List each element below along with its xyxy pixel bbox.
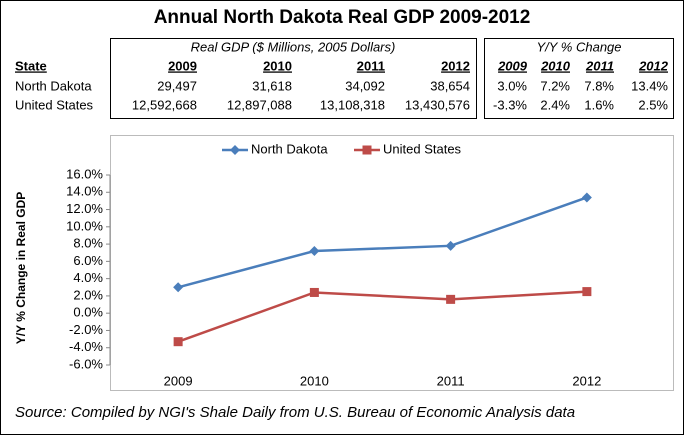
table-header: 2011 (357, 58, 385, 73)
y-tick-label: -4.0% (69, 339, 103, 354)
table-cell: 38,654 (430, 78, 470, 93)
table-header: 2009 (168, 58, 197, 73)
point (309, 246, 320, 256)
y-axis-label: Y/Y % Change in Real GDP (14, 192, 28, 344)
point (173, 282, 184, 293)
source: Source: Compiled by NGI's Shale Daily fr… (15, 404, 575, 421)
y-tick-label: 8.0% (73, 236, 103, 251)
table-cell: 2.4% (540, 97, 570, 112)
table-cell: 2.5% (638, 97, 668, 112)
table-cell: United States (15, 97, 94, 112)
point (446, 294, 456, 304)
table-cell: 12,897,088 (227, 97, 292, 112)
x-tick-label: 2012 (572, 373, 601, 388)
table-cell: 13,108,318 (320, 97, 385, 112)
table-cell: 13.4% (631, 78, 668, 93)
table-header: 2010 (540, 58, 571, 73)
table-cell: 7.2% (540, 78, 570, 93)
table-cell: North Dakota (15, 78, 92, 93)
table-cell: 1.6% (584, 97, 614, 112)
point (581, 192, 592, 203)
table-cell: 31,618 (252, 78, 292, 93)
point (309, 287, 319, 297)
y-tick-label: 2.0% (73, 287, 103, 302)
title: Annual North Dakota Real GDP 2009-2012 (154, 7, 531, 28)
legend-label: North Dakota (251, 141, 328, 156)
y-tick-label: 6.0% (73, 253, 103, 268)
table-group: Y/Y % Change (536, 39, 621, 54)
y-tick-label: 14.0% (66, 184, 103, 199)
point (445, 240, 456, 251)
table-box (110, 38, 477, 119)
y-tick-label: 4.0% (73, 270, 103, 285)
y-tick-label: 0.0% (73, 305, 103, 320)
table-cell: 3.0% (497, 78, 527, 93)
table-cell: 13,430,576 (405, 97, 470, 112)
table-cell: -3.3% (493, 97, 527, 112)
y-tick-label: 10.0% (66, 218, 103, 233)
table-box (484, 38, 674, 119)
y-tick-label: 12.0% (66, 201, 103, 216)
y-tick-label: 16.0% (66, 166, 103, 181)
table-cell: 34,092 (345, 78, 385, 93)
table-header: 2010 (263, 58, 292, 73)
table-cell: 29,497 (157, 78, 197, 93)
table-cell: 12,592,668 (132, 97, 197, 112)
legend-marker (362, 145, 372, 155)
legend-marker (230, 145, 240, 155)
point (582, 287, 592, 297)
series-line (177, 290, 587, 343)
x-tick-label: 2011 (437, 373, 465, 388)
series-line (177, 196, 588, 289)
table-header: 2011 (585, 58, 614, 73)
x-tick-label: 2010 (300, 373, 329, 388)
table-header: 2009 (497, 58, 528, 73)
table-group: Real GDP ($ Millions, 2005 Dollars) (191, 39, 396, 54)
y-tick-label: -2.0% (69, 322, 103, 337)
point (173, 337, 183, 347)
table-header: 2012 (441, 58, 470, 73)
table-header: State (15, 58, 47, 73)
table-header: 2012 (638, 58, 669, 73)
legend-label: United States (383, 141, 462, 156)
y-tick-label: -6.0% (69, 356, 103, 371)
table-cell: 7.8% (584, 78, 614, 93)
x-tick-label: 2009 (164, 373, 193, 388)
